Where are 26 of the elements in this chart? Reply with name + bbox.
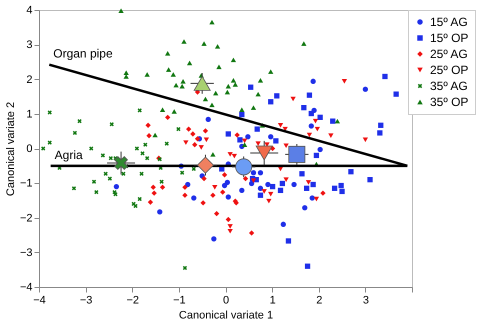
y-tick-label: −3 [20, 246, 32, 259]
x-tick-label: −3 [80, 294, 92, 306]
legend-label: 35º AG [430, 79, 468, 93]
y-tick-label: −2 [20, 212, 32, 224]
x-axis-title: Canonical variate 1 [178, 310, 274, 322]
x-tick-label: 3 [362, 294, 369, 306]
legend-label: 25º AG [430, 47, 468, 61]
legend-label: 25º OP [430, 63, 468, 77]
legend-label: 35º OP [430, 95, 468, 109]
series-label: Agria [54, 148, 83, 162]
y-tick-label: −1 [20, 178, 32, 190]
legend-label: 15º OP [430, 31, 468, 45]
y-tick-label: −4 [20, 282, 32, 294]
y-tick-label: 2 [26, 74, 32, 86]
series-label: Organ pipe [53, 46, 113, 61]
legend-label: 15º AG [430, 15, 468, 29]
x-tick-label: 1 [270, 294, 276, 306]
x-tick-label: 0 [222, 294, 230, 306]
y-tick-label: 4 [26, 4, 32, 16]
x-tick-label: −2 [126, 294, 140, 306]
y-tick-label: 1 [26, 108, 32, 120]
y-tick-label: 3 [26, 39, 32, 52]
y-tick-label: 0 [26, 143, 32, 155]
x-tick-label: −1 [173, 294, 186, 306]
x-tick-label: 2 [316, 294, 322, 306]
y-axis-title: Canonical variate 2 [4, 102, 17, 196]
